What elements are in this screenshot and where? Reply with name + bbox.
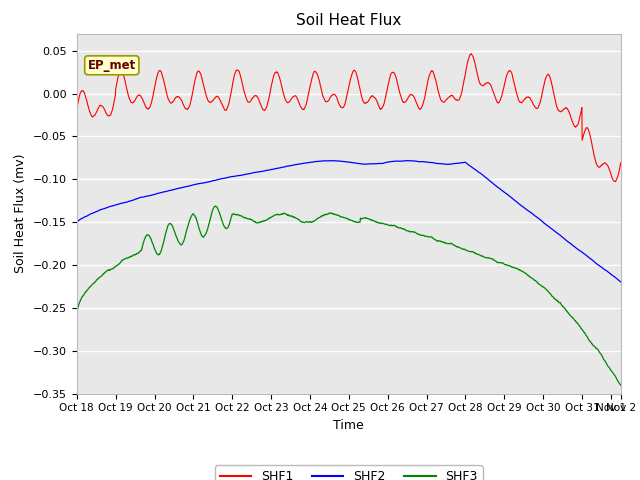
SHF2	[403, 158, 411, 164]
SHF1	[502, 77, 509, 83]
Legend: SHF1, SHF2, SHF3: SHF1, SHF2, SHF3	[214, 465, 483, 480]
SHF2	[100, 205, 108, 211]
SHF3	[323, 212, 331, 217]
SHF1	[468, 51, 476, 57]
SHF2	[323, 158, 331, 164]
SHF3	[100, 270, 108, 276]
SHF1	[601, 160, 609, 166]
Line: SHF3: SHF3	[77, 206, 621, 385]
SHF1	[337, 105, 345, 110]
SHF2	[601, 267, 609, 273]
SHF1	[611, 179, 619, 184]
SHF1	[100, 107, 108, 112]
SHF3	[212, 204, 220, 209]
SHF3	[73, 313, 81, 319]
Line: SHF2: SHF2	[77, 161, 621, 282]
SHF3	[502, 262, 509, 268]
SHF2	[73, 219, 81, 225]
SHF3	[601, 358, 609, 364]
Text: EP_met: EP_met	[88, 59, 136, 72]
X-axis label: Time: Time	[333, 419, 364, 432]
SHF3	[617, 383, 625, 388]
SHF3	[602, 359, 609, 364]
SHF2	[602, 267, 609, 273]
SHF1	[73, 106, 81, 112]
Line: SHF1: SHF1	[77, 54, 621, 181]
SHF1	[617, 160, 625, 166]
SHF1	[602, 160, 609, 166]
SHF1	[323, 99, 331, 105]
SHF2	[337, 158, 345, 164]
SHF2	[617, 279, 625, 285]
SHF2	[502, 190, 509, 196]
SHF3	[338, 214, 346, 220]
Y-axis label: Soil Heat Flux (mv): Soil Heat Flux (mv)	[14, 154, 28, 273]
Title: Soil Heat Flux: Soil Heat Flux	[296, 13, 401, 28]
